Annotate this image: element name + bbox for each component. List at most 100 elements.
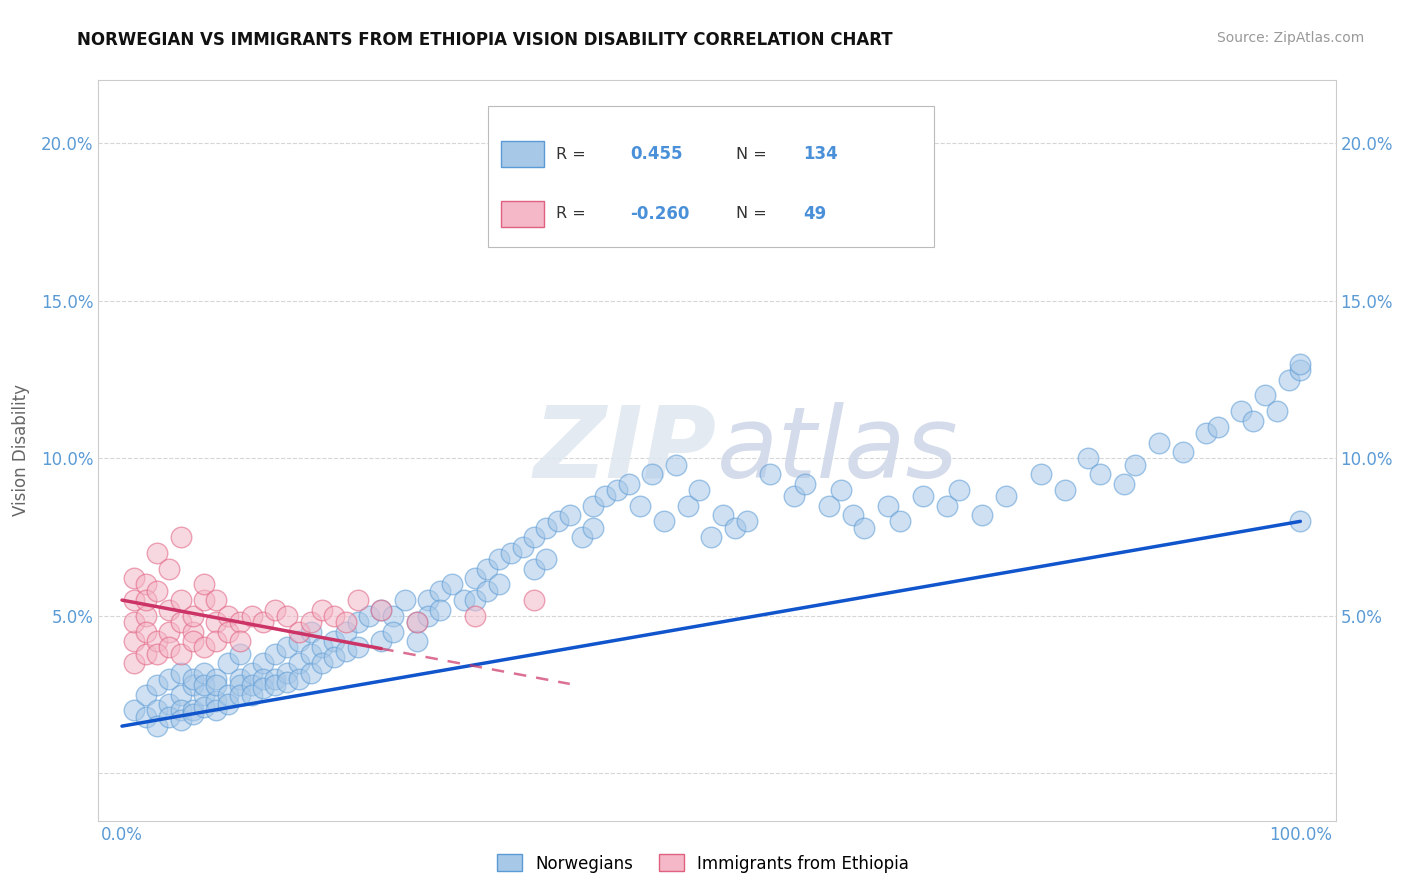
Point [146,703,169,717]
Point [264,678,287,692]
Point [841,508,863,522]
Point [512,540,534,554]
Point [311,640,333,655]
Point [794,476,817,491]
Point [405,634,427,648]
Point [217,608,239,623]
Point [688,483,710,497]
Point [1053,483,1076,497]
Point [205,615,228,629]
Point [287,656,309,670]
Point [157,561,180,575]
Point [571,530,593,544]
Point [700,530,723,544]
Point [593,489,616,503]
Point [146,647,169,661]
Point [122,615,145,629]
Point [240,665,263,680]
Point [252,615,274,629]
Point [617,476,640,491]
Point [170,615,193,629]
Point [534,521,557,535]
Point [193,678,215,692]
Point [370,602,392,616]
Point [1206,420,1229,434]
Point [252,672,274,686]
Point [994,489,1017,503]
Bar [501,141,544,168]
Point [1088,467,1111,481]
Point [146,719,169,733]
Point [170,593,193,607]
Point [440,577,463,591]
Point [523,561,546,575]
Point [193,577,215,591]
Point [135,577,157,591]
Point [299,647,322,661]
Point [335,615,357,629]
Y-axis label: Vision Disability: Vision Disability [11,384,30,516]
Text: Source: ZipAtlas.com: Source: ZipAtlas.com [1216,31,1364,45]
Point [346,593,368,607]
Point [1254,388,1277,402]
Point [499,546,522,560]
Point [418,593,440,607]
Point [229,647,252,661]
Point [335,624,357,639]
Point [972,508,994,522]
Point [135,624,157,639]
Point [181,608,204,623]
Text: -0.260: -0.260 [630,204,690,222]
Point [523,593,546,607]
Point [676,499,699,513]
Point [240,688,263,702]
Point [1029,467,1052,481]
Point [523,530,546,544]
Point [323,608,346,623]
Text: atlas: atlas [717,402,959,499]
Point [205,678,228,692]
Bar [501,201,544,227]
Point [252,681,274,696]
Point [122,634,145,648]
Point [193,688,215,702]
Point [276,608,298,623]
Point [193,593,215,607]
Point [830,483,852,497]
Point [193,700,215,714]
Point [641,467,664,481]
Point [299,665,322,680]
Point [711,508,734,522]
Text: NORWEGIAN VS IMMIGRANTS FROM ETHIOPIA VISION DISABILITY CORRELATION CHART: NORWEGIAN VS IMMIGRANTS FROM ETHIOPIA VI… [77,31,893,49]
Point [464,608,486,623]
Point [287,634,309,648]
Point [205,672,228,686]
Text: 134: 134 [804,145,838,163]
Point [1125,458,1147,472]
Point [205,634,228,648]
Point [558,508,581,522]
Point [122,571,145,585]
Point [157,640,180,655]
Point [418,608,440,623]
Point [1077,451,1099,466]
Point [1265,404,1288,418]
Point [181,678,204,692]
Point [264,602,287,616]
Point [311,602,333,616]
Point [323,634,346,648]
Point [429,602,451,616]
Point [229,678,252,692]
Point [157,624,180,639]
Point [229,688,252,702]
Point [240,608,263,623]
Point [1230,404,1253,418]
Point [205,694,228,708]
Point [665,458,688,472]
Point [170,713,193,727]
Point [488,552,510,566]
Text: R =: R = [557,206,586,221]
Point [488,577,510,591]
Point [853,521,876,535]
Point [735,514,758,528]
